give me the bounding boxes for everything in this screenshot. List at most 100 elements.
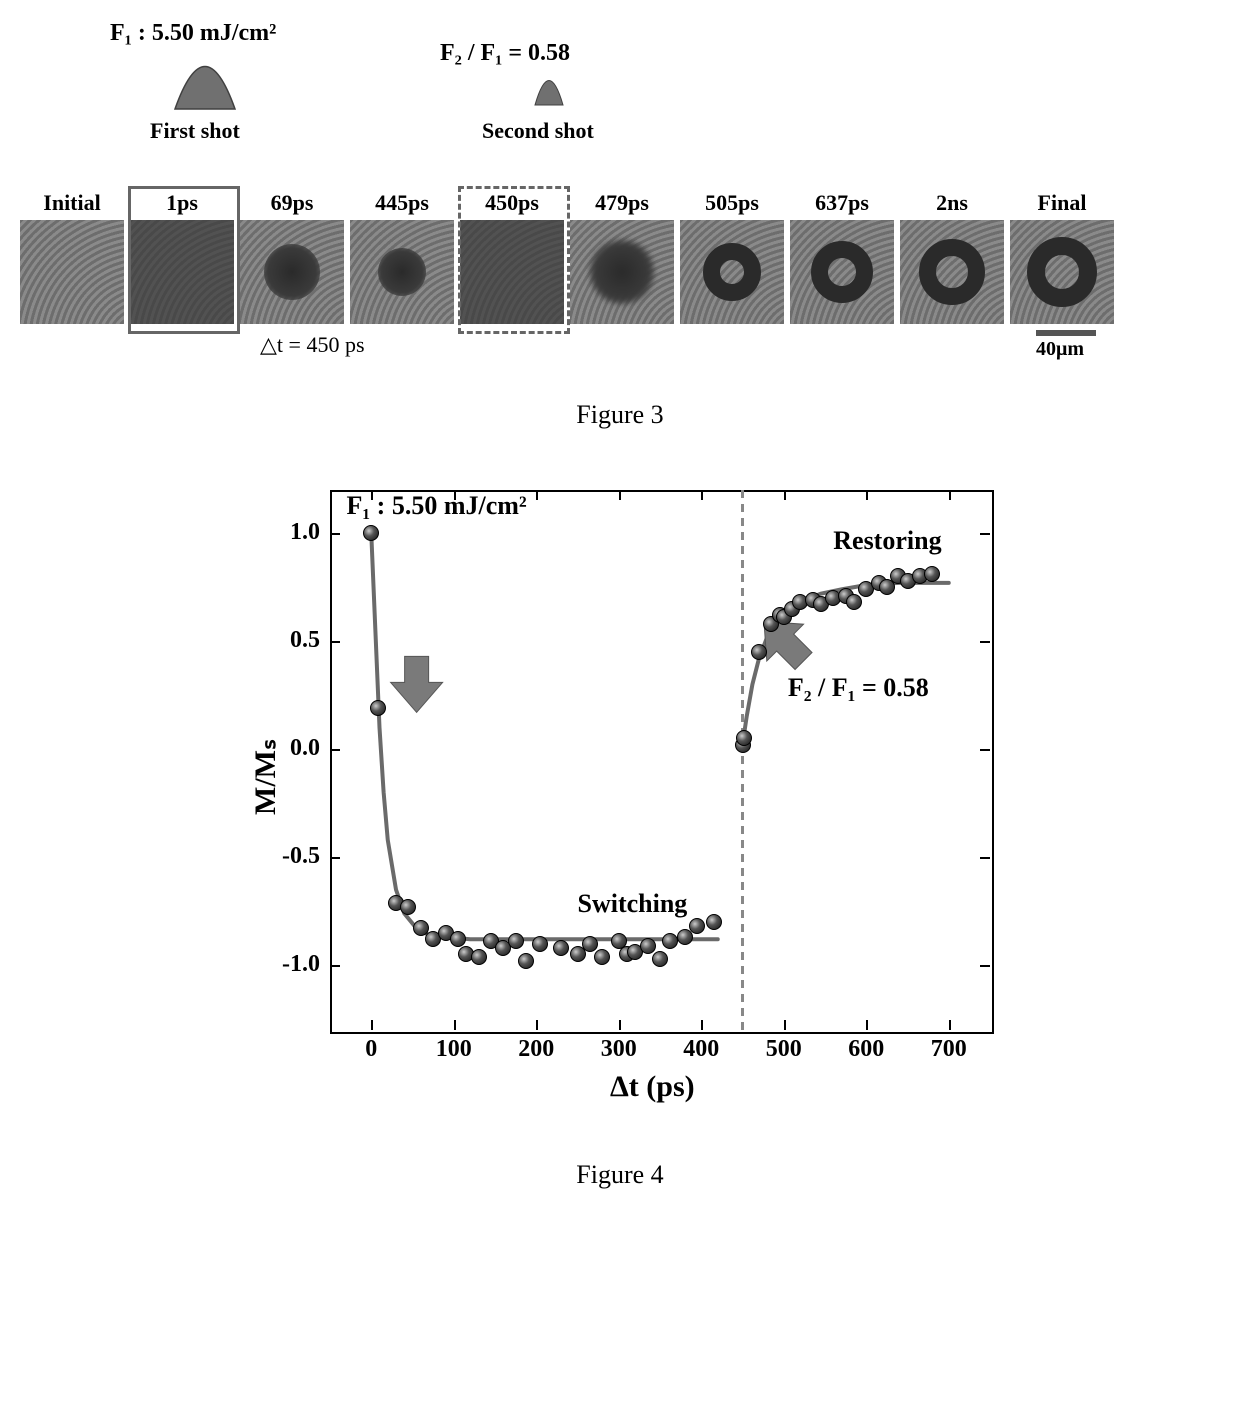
x-axis-label: Δt (ps) (610, 1070, 695, 1104)
data-point (689, 918, 705, 934)
data-point (450, 931, 466, 947)
x-tick (454, 1020, 456, 1030)
x-tick (619, 1020, 621, 1030)
frame-image (20, 220, 124, 324)
x-tick-label: 400 (671, 1036, 731, 1063)
x-tick (536, 1020, 538, 1030)
frame-image (350, 220, 454, 324)
x-tick-label: 100 (424, 1036, 484, 1063)
data-point (508, 933, 524, 949)
frame-image (790, 220, 894, 324)
x-tick-label: 700 (919, 1036, 979, 1063)
figure-4: M/Mₛ Δt (ps) -1.0-0.50.00.51.00100200300… (210, 470, 1030, 1130)
data-point (553, 940, 569, 956)
first-shot-label: First shot (150, 118, 240, 144)
frame-time-label: 505ps (705, 190, 759, 216)
x-tick (866, 490, 868, 500)
annotation-switching: Switching (578, 889, 688, 919)
y-tick (980, 641, 990, 643)
frame-col: Initial (20, 190, 124, 324)
data-point (736, 730, 752, 746)
data-point (924, 566, 940, 582)
data-point (532, 936, 548, 952)
scale-bar: 40μm (1036, 330, 1096, 361)
y-tick (980, 749, 990, 751)
data-point (751, 644, 767, 660)
frame-col: 479ps (570, 190, 674, 324)
y-tick (330, 749, 340, 751)
scale-bar-label: 40μm (1036, 338, 1096, 361)
figure-3-caption: Figure 3 (20, 400, 1220, 430)
data-point (706, 914, 722, 930)
frame-time-label: 450ps (485, 190, 539, 216)
y-tick (330, 965, 340, 967)
data-point (471, 949, 487, 965)
frame-time-label: 479ps (595, 190, 649, 216)
data-point (662, 933, 678, 949)
data-point (582, 936, 598, 952)
frame-time-label: 69ps (271, 190, 314, 216)
figure-4-caption: Figure 4 (20, 1160, 1220, 1190)
f1-label: F₁ : 5.50 mJ/cm² (110, 20, 276, 47)
x-tick (866, 1020, 868, 1030)
figure-3: F₁ : 5.50 mJ/cm² F₂ / F₁ = 0.58 First sh… (20, 20, 1220, 370)
x-tick-label: 300 (589, 1036, 649, 1063)
frame-image (1010, 220, 1114, 324)
x-tick-label: 600 (836, 1036, 896, 1063)
frame-time-label: Final (1038, 190, 1087, 216)
data-point (594, 949, 610, 965)
data-point (518, 953, 534, 969)
frame-col: 2ns (900, 190, 1004, 324)
data-point (370, 700, 386, 716)
second-shot-label: Second shot (482, 118, 594, 144)
x-tick (701, 490, 703, 500)
data-point (640, 938, 656, 954)
y-tick-label: 0.0 (260, 735, 320, 762)
frame-time-label: 2ns (936, 190, 968, 216)
annotation-f1: F₁ : 5.50 mJ/cm² (347, 491, 527, 521)
frame-col: 450ps (460, 190, 564, 324)
x-tick (949, 490, 951, 500)
x-tick (949, 1020, 951, 1030)
x-tick-label: 0 (341, 1036, 401, 1063)
y-tick-label: 1.0 (260, 519, 320, 546)
y-tick (980, 533, 990, 535)
x-tick-label: 200 (506, 1036, 566, 1063)
y-tick (980, 857, 990, 859)
x-tick (371, 1020, 373, 1030)
x-tick (784, 490, 786, 500)
frame-image (240, 220, 344, 324)
x-tick (619, 490, 621, 500)
frame-image (130, 220, 234, 324)
annotation-restoring: Restoring (833, 526, 941, 556)
x-tick (784, 1020, 786, 1030)
frame-col: Final (1010, 190, 1114, 324)
data-point (652, 951, 668, 967)
f2-label: F₂ / F₁ = 0.58 (440, 40, 570, 67)
frame-row: Initial 1ps 69ps 445ps 450ps 479ps 505ps 637ps 2… (20, 190, 1114, 324)
y-tick-label: -0.5 (260, 843, 320, 870)
data-point (363, 525, 379, 541)
frame-col: 69ps (240, 190, 344, 324)
y-tick-label: -1.0 (260, 951, 320, 978)
frame-image (900, 220, 1004, 324)
x-tick (701, 1020, 703, 1030)
data-point (846, 594, 862, 610)
frame-time-label: 445ps (375, 190, 429, 216)
y-tick (980, 965, 990, 967)
frame-image (570, 220, 674, 324)
frame-image (680, 220, 784, 324)
annotation-f2: F₂ / F₁ = 0.58 (788, 673, 929, 703)
frame-col: 445ps (350, 190, 454, 324)
y-tick (330, 641, 340, 643)
frame-time-label: 637ps (815, 190, 869, 216)
y-tick (330, 857, 340, 859)
y-tick (330, 533, 340, 535)
data-point (400, 899, 416, 915)
frame-image (460, 220, 564, 324)
frame-time-label: 1ps (166, 190, 198, 216)
frame-col: 637ps (790, 190, 894, 324)
x-tick-label: 500 (754, 1036, 814, 1063)
y-tick-label: 0.5 (260, 627, 320, 654)
x-tick (536, 490, 538, 500)
